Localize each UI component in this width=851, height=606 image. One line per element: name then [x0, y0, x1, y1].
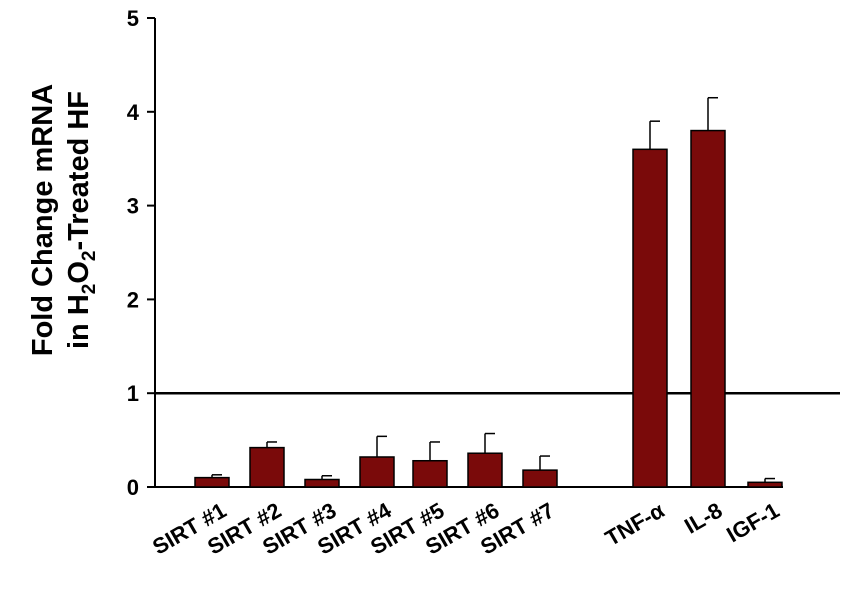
y-tick-label: 4	[127, 100, 140, 125]
axes	[154, 18, 783, 488]
y-tick-label: 5	[127, 6, 139, 31]
x-tick-label: IL-8	[680, 498, 726, 539]
y-label-part: O	[63, 261, 95, 284]
y-label-part: -Treated HF	[63, 91, 95, 251]
bar	[690, 129, 726, 488]
bar	[359, 456, 395, 488]
x-tick-label: IGF-1	[722, 498, 783, 548]
y-axis-label-line2: in H2O2-Treated HF	[63, 91, 100, 349]
y-label-part: in H	[63, 294, 95, 349]
y-axis-label-line1: Fold Change mRNA	[27, 84, 59, 356]
bar	[522, 469, 558, 488]
y-tick-label: 0	[127, 475, 139, 500]
y-tick-label: 2	[127, 287, 139, 312]
bars	[194, 96, 783, 488]
y-label-subscript: 2	[79, 284, 100, 295]
y-ticks: 0 1 2 3 4 5	[127, 6, 155, 500]
x-tick-label: TNF-α	[601, 497, 669, 551]
bar	[194, 476, 230, 488]
y-tick-label: 1	[127, 381, 139, 406]
y-axis-label: Fold Change mRNA	[27, 84, 59, 356]
bar	[747, 481, 783, 488]
bar	[467, 452, 503, 488]
bar	[249, 446, 285, 488]
bar	[632, 148, 668, 488]
bar	[412, 459, 448, 488]
bar	[304, 478, 340, 488]
y-tick-label: 3	[127, 194, 139, 219]
y-label-subscript: 2	[79, 251, 100, 262]
